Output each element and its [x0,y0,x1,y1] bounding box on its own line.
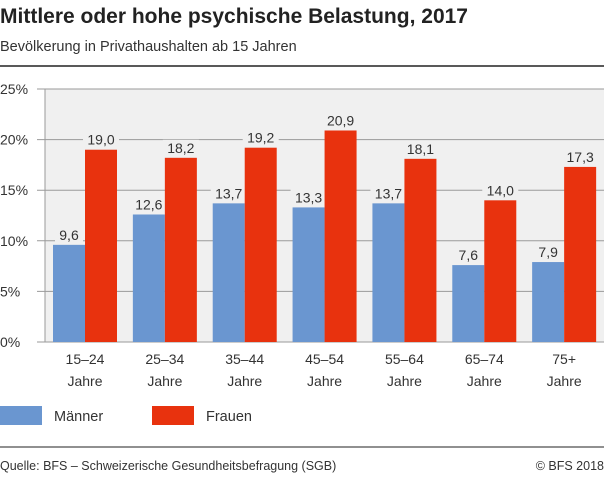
data-label: 13,3 [295,189,322,205]
x-tick-label: 35–44 [225,351,264,367]
x-tick-label: 75+ [552,351,576,367]
data-label-bg [370,185,407,201]
bar-maenner [132,214,165,342]
bar-frauen [324,130,357,342]
y-tick-label: 25% [0,81,28,97]
data-label-bg [534,244,563,260]
data-label-bg [454,247,483,263]
bar-maenner [452,265,485,342]
data-label: 13,7 [215,185,242,201]
bar-frauen [244,147,277,342]
bar-maenner [292,207,325,342]
data-label-bg [482,182,519,198]
data-label: 19,2 [247,130,274,146]
x-tick-label: Jahre [147,373,182,389]
data-label: 12,6 [135,196,162,212]
data-label-bg [210,185,247,201]
data-label-bg [55,226,83,242]
x-tick-label: 55–64 [385,351,424,367]
bar-maenner [532,262,565,342]
y-tick-label: 5% [0,283,20,299]
bar-maenner [212,203,245,342]
legend-swatch-frauen [152,406,194,425]
bar-frauen [164,157,197,342]
legend-label: Frauen [206,409,252,425]
x-tick-label: 15–24 [66,351,105,367]
data-label-bg [162,139,199,155]
x-tick-label: Jahre [67,373,102,389]
data-label-bg [562,148,599,164]
data-label: 17,3 [567,149,594,165]
data-label: 18,1 [407,141,434,157]
x-tick-label: Jahre [387,373,422,389]
data-label: 20,9 [327,112,354,128]
data-label-bg [242,129,279,145]
chart-subtitle: Bevölkerung in Privathaushalten ab 15 Ja… [0,39,297,55]
bar-frauen [484,200,517,342]
bar-maenner [372,203,405,342]
x-tick-label: Jahre [227,373,262,389]
y-tick-label: 15% [0,182,28,198]
copyright: © BFS 2018 [536,459,604,473]
bar-frauen [564,166,597,342]
data-label: 14,0 [487,182,514,198]
x-tick-label: Jahre [467,373,502,389]
data-label: 18,2 [167,140,194,156]
x-tick-label: 45–54 [305,351,344,367]
y-tick-label: 10% [0,233,28,249]
x-tick-label: 65–74 [465,351,504,367]
data-label: 19,0 [87,132,114,148]
data-label: 13,7 [375,185,402,201]
data-label-bg [322,112,359,128]
bar-maenner [53,244,85,342]
data-label-bg [83,131,119,147]
data-label-bg [130,196,167,212]
x-tick-label: Jahre [307,373,342,389]
legend-swatch-maenner [0,406,42,425]
data-label: 7,6 [459,247,479,263]
data-label: 7,9 [538,244,558,260]
legend-label: Männer [54,409,103,425]
y-tick-label: 20% [0,132,28,148]
y-tick-label: 0% [0,334,20,350]
data-label-bg [290,189,327,205]
data-label: 9,6 [59,227,79,243]
x-tick-label: 25–34 [145,351,184,367]
source-note: Quelle: BFS – Schweizerische Gesundheits… [0,459,336,473]
bar-frauen [404,158,437,342]
bar-frauen [85,149,117,342]
chart-title: Mittlere oder hohe psychische Belastung,… [0,5,468,28]
data-label-bg [402,140,439,156]
x-tick-label: Jahre [547,373,582,389]
